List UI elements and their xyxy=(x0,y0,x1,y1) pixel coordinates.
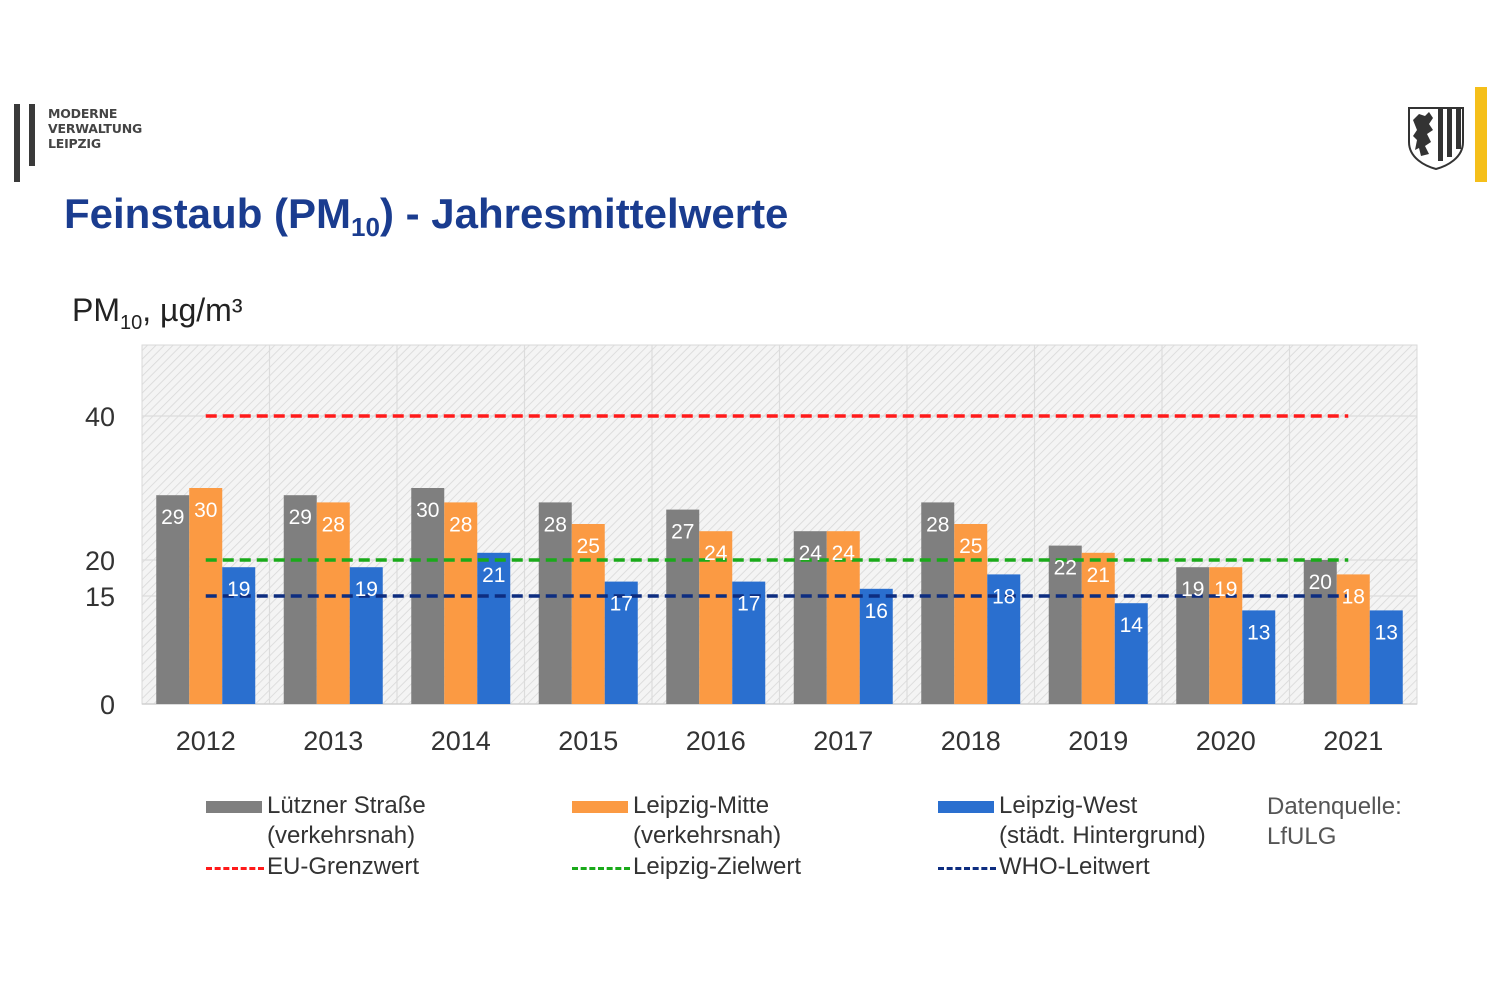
x-tick-label: 2019 xyxy=(1068,726,1128,756)
logo-line-1: MODERNE xyxy=(48,106,118,121)
bar-west-2020 xyxy=(1242,610,1276,704)
data-label-west-2017: 16 xyxy=(865,600,888,623)
data-label-mitte-2016: 24 xyxy=(704,542,728,565)
data-label-west-2013: 19 xyxy=(355,578,378,601)
bar-west-2017 xyxy=(859,588,893,704)
title-suffix: ) - Jahresmittelwerte xyxy=(379,190,789,237)
x-tick-label: 2014 xyxy=(431,726,491,756)
data-label-luetzner-2013: 29 xyxy=(289,506,312,529)
data-label-luetzner-2021: 20 xyxy=(1309,571,1332,594)
y-axis-label: PM10, µg/m³ xyxy=(72,292,242,335)
bar-luetzner-2019 xyxy=(1048,545,1082,704)
logo-bar-left xyxy=(14,104,20,182)
data-label-luetzner-2017: 24 xyxy=(799,542,823,565)
x-tick-label: 2013 xyxy=(303,726,363,756)
data-label-west-2021: 13 xyxy=(1375,621,1398,644)
data-label-west-2015: 17 xyxy=(610,593,633,616)
data-label-mitte-2013: 28 xyxy=(322,513,345,536)
bar-luetzner-2015 xyxy=(538,502,572,704)
page-title: Feinstaub (PM10) - Jahresmittelwerte xyxy=(64,190,788,243)
data-label-luetzner-2015: 28 xyxy=(544,513,567,536)
data-label-mitte-2017: 24 xyxy=(832,542,856,565)
logo-line-2: VERWALTUNG xyxy=(48,121,143,136)
title-subscript: 10 xyxy=(351,212,380,242)
data-label-west-2014: 21 xyxy=(482,564,505,587)
data-label-mitte-2015: 25 xyxy=(577,535,600,558)
data-label-west-2020: 13 xyxy=(1247,621,1270,644)
moderne-verwaltung-logo: MODERNE VERWALTUNG LEIPZIG xyxy=(14,104,154,184)
x-tick-label: 2016 xyxy=(686,726,746,756)
data-label-luetzner-2016: 27 xyxy=(671,521,694,544)
y-tick-label: 15 xyxy=(85,582,115,612)
bar-mitte-2020 xyxy=(1209,567,1243,704)
data-label-mitte-2020: 19 xyxy=(1214,578,1237,601)
ylabel-suffix: , µg/m³ xyxy=(142,292,243,328)
bar-west-2021 xyxy=(1369,610,1403,704)
bar-west-2012 xyxy=(222,567,256,704)
data-label-west-2016: 17 xyxy=(737,593,760,616)
data-label-luetzner-2014: 30 xyxy=(416,499,439,522)
x-tick-label: 2017 xyxy=(813,726,873,756)
ylabel-subscript: 10 xyxy=(120,312,143,334)
x-tick-label: 2018 xyxy=(941,726,1001,756)
title-prefix: Feinstaub (PM xyxy=(64,190,352,237)
data-label-mitte-2012: 30 xyxy=(194,499,217,522)
bar-mitte-2014 xyxy=(444,502,478,704)
data-label-luetzner-2012: 29 xyxy=(161,506,184,529)
x-tick-label: 2021 xyxy=(1323,726,1383,756)
bar-luetzner-2012 xyxy=(156,495,190,704)
accent-yellow-bar xyxy=(1475,87,1487,182)
data-label-mitte-2018: 25 xyxy=(959,535,982,558)
data-label-luetzner-2020: 19 xyxy=(1181,578,1204,601)
bar-luetzner-2013 xyxy=(283,495,317,704)
bar-luetzner-2018 xyxy=(921,502,955,704)
bar-west-2015 xyxy=(604,581,638,704)
bar-mitte-2019 xyxy=(1081,552,1115,704)
leipzig-coat-of-arms-icon xyxy=(1408,107,1464,170)
data-label-luetzner-2018: 28 xyxy=(926,513,949,536)
bar-luetzner-2020 xyxy=(1176,567,1210,704)
logo-bar-right xyxy=(29,104,35,166)
bar-west-2013 xyxy=(349,567,383,704)
bar-mitte-2013 xyxy=(316,502,350,704)
ylabel-prefix: PM xyxy=(72,292,120,328)
bar-mitte-2021 xyxy=(1336,574,1370,704)
data-label-mitte-2019: 21 xyxy=(1087,564,1110,587)
data-label-mitte-2014: 28 xyxy=(449,513,472,536)
bar-west-2016 xyxy=(732,581,766,704)
data-label-west-2012: 19 xyxy=(227,578,250,601)
y-tick-label: 20 xyxy=(85,546,115,576)
bar-west-2014 xyxy=(477,552,511,704)
data-label-west-2018: 18 xyxy=(992,585,1015,608)
data-label-mitte-2021: 18 xyxy=(1342,585,1365,608)
x-tick-label: 2015 xyxy=(558,726,618,756)
x-tick-label: 2020 xyxy=(1196,726,1256,756)
data-label-luetzner-2019: 22 xyxy=(1054,557,1077,580)
data-label-west-2019: 14 xyxy=(1120,614,1144,637)
bar-mitte-2018 xyxy=(954,524,988,704)
bar-luetzner-2021 xyxy=(1303,560,1337,704)
y-tick-label: 40 xyxy=(85,402,115,432)
logo-text: MODERNE VERWALTUNG LEIPZIG xyxy=(48,106,142,151)
bar-mitte-2015 xyxy=(571,524,605,704)
x-tick-label: 2012 xyxy=(176,726,236,756)
bar-west-2019 xyxy=(1114,603,1148,704)
y-tick-label: 0 xyxy=(100,690,115,720)
logo-line-3: LEIPZIG xyxy=(48,136,101,151)
bar-luetzner-2016 xyxy=(666,509,700,704)
